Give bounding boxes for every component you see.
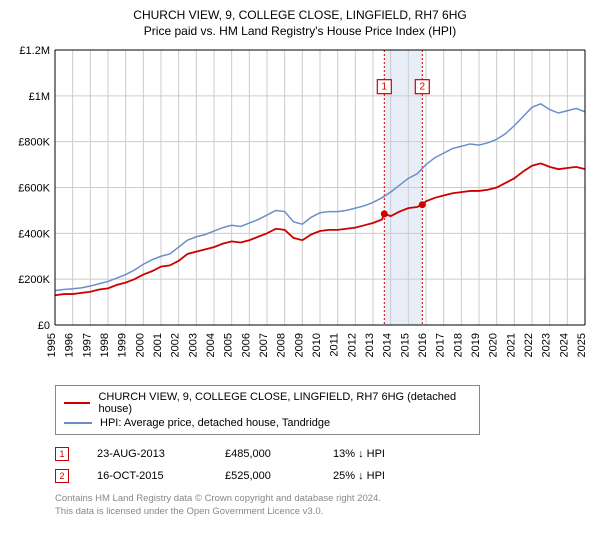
svg-text:2001: 2001 (152, 333, 164, 357)
legend-swatch (64, 402, 90, 404)
svg-text:2025: 2025 (576, 333, 588, 357)
svg-text:2014: 2014 (382, 333, 394, 357)
svg-text:2002: 2002 (170, 333, 182, 357)
svg-text:2018: 2018 (452, 333, 464, 357)
legend-box: CHURCH VIEW, 9, COLLEGE CLOSE, LINGFIELD… (55, 385, 480, 435)
svg-text:2012: 2012 (346, 333, 358, 357)
svg-text:2007: 2007 (258, 333, 270, 357)
svg-text:2022: 2022 (523, 333, 535, 357)
svg-text:2011: 2011 (329, 333, 341, 357)
svg-text:2008: 2008 (276, 333, 288, 357)
svg-text:£200K: £200K (18, 274, 50, 286)
event-row: 2 16-OCT-2015 £525,000 25% ↓ HPI (55, 465, 590, 487)
svg-text:2016: 2016 (417, 333, 429, 357)
event-marker-2: 2 (55, 469, 69, 483)
svg-text:£400K: £400K (18, 229, 50, 241)
events-table: 1 23-AUG-2013 £485,000 13% ↓ HPI 2 16-OC… (55, 443, 590, 487)
line-chart: £0 £200K £400K £600K £800K £1M £1.2M 1995 1996 19… (10, 45, 590, 375)
svg-text:2017: 2017 (435, 333, 447, 357)
event-row: 1 23-AUG-2013 £485,000 13% ↓ HPI (55, 443, 590, 465)
svg-text:2005: 2005 (223, 333, 235, 357)
event-pct: 25% ↓ HPI (333, 470, 385, 482)
svg-text:1999: 1999 (117, 333, 129, 357)
footer-line-2: This data is licensed under the Open Gov… (55, 506, 590, 518)
svg-text:£0: £0 (38, 320, 50, 332)
event-marker-1: 1 (55, 447, 69, 461)
title-line-2: Price paid vs. HM Land Registry's House … (10, 24, 590, 40)
legend-item-price-paid: CHURCH VIEW, 9, COLLEGE CLOSE, LINGFIELD… (64, 390, 471, 416)
svg-text:1998: 1998 (99, 333, 111, 357)
footer-line-1: Contains HM Land Registry data © Crown c… (55, 493, 590, 505)
svg-text:2010: 2010 (311, 333, 323, 357)
svg-text:£1M: £1M (29, 91, 50, 103)
chart-area: £0 £200K £400K £600K £800K £1M £1.2M 1995 1996 19… (10, 45, 590, 375)
title-block: CHURCH VIEW, 9, COLLEGE CLOSE, LINGFIELD… (10, 8, 590, 39)
svg-text:£600K: £600K (18, 183, 50, 195)
svg-text:2021: 2021 (505, 333, 517, 357)
event-price: £485,000 (225, 448, 305, 460)
svg-text:2000: 2000 (134, 333, 146, 357)
svg-text:2020: 2020 (488, 333, 500, 357)
event-pct: 13% ↓ HPI (333, 448, 385, 460)
legend-label: HPI: Average price, detached house, Tand… (100, 417, 330, 429)
svg-text:2015: 2015 (399, 333, 411, 357)
event-date: 16-OCT-2015 (97, 470, 197, 482)
svg-text:1: 1 (382, 82, 388, 93)
svg-text:2003: 2003 (187, 333, 199, 357)
svg-text:£800K: £800K (18, 137, 50, 149)
svg-text:2009: 2009 (293, 333, 305, 357)
svg-text:2013: 2013 (364, 333, 376, 357)
legend-item-hpi: HPI: Average price, detached house, Tand… (64, 416, 471, 430)
legend-swatch (64, 422, 92, 424)
svg-text:2023: 2023 (541, 333, 553, 357)
svg-text:1997: 1997 (81, 333, 93, 357)
legend-label: CHURCH VIEW, 9, COLLEGE CLOSE, LINGFIELD… (98, 391, 471, 415)
svg-text:2006: 2006 (240, 333, 252, 357)
event-date: 23-AUG-2013 (97, 448, 197, 460)
chart-container: CHURCH VIEW, 9, COLLEGE CLOSE, LINGFIELD… (0, 0, 600, 560)
svg-text:2024: 2024 (558, 333, 570, 357)
svg-text:1995: 1995 (46, 333, 58, 357)
title-line-1: CHURCH VIEW, 9, COLLEGE CLOSE, LINGFIELD… (10, 8, 590, 24)
svg-text:2019: 2019 (470, 333, 482, 357)
svg-text:£1.2M: £1.2M (19, 45, 50, 57)
svg-text:2004: 2004 (205, 333, 217, 357)
svg-text:2: 2 (420, 82, 426, 93)
event-price: £525,000 (225, 470, 305, 482)
footer-block: Contains HM Land Registry data © Crown c… (55, 493, 590, 518)
svg-text:1996: 1996 (64, 333, 76, 357)
